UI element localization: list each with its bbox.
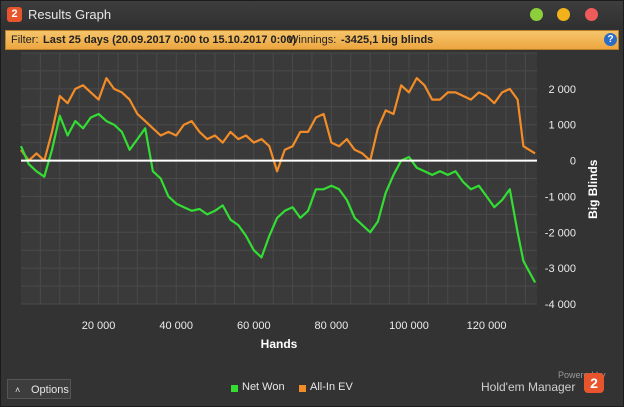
legend-label: All-In EV bbox=[310, 381, 353, 393]
app-logo-icon: 2 bbox=[7, 7, 22, 22]
results-chart: 20 000 40 000 60 000 80 000 100 000 120 000 2 … bbox=[19, 52, 600, 351]
y-axis-title: Big Blinds bbox=[586, 159, 600, 219]
brand-logo-icon: 2 bbox=[584, 373, 604, 393]
options-label: Options bbox=[31, 384, 69, 396]
x-tick-label: 40 000 bbox=[159, 320, 193, 332]
window-title: Results Graph bbox=[28, 7, 112, 22]
filter-label: Filter: bbox=[11, 34, 39, 46]
filter-range: Last 25 days (20.09.2017 0:00 to 15.10.2… bbox=[43, 34, 297, 46]
y-tick-label: -4 000 bbox=[545, 299, 576, 311]
legend-swatch bbox=[299, 385, 306, 392]
winnings-value: -3425,1 big blinds bbox=[341, 34, 434, 46]
legend-swatch bbox=[231, 385, 238, 392]
minimize-button[interactable] bbox=[557, 8, 570, 21]
x-tick-label: 100 000 bbox=[389, 320, 429, 332]
chevron-up-icon: ˄ bbox=[15, 385, 21, 395]
close-button[interactable] bbox=[585, 8, 598, 21]
brand-name: Hold'em Manager bbox=[481, 380, 576, 394]
x-tick-label: 60 000 bbox=[237, 320, 271, 332]
powered-by-text: Powered by bbox=[558, 370, 606, 380]
options-button[interactable]: ˄ Options bbox=[7, 379, 71, 399]
title-bar: 2 Results Graph bbox=[1, 1, 623, 29]
y-tick-label: 0 bbox=[570, 156, 576, 168]
help-icon[interactable]: ? bbox=[604, 33, 617, 46]
series-layer bbox=[19, 76, 537, 284]
y-tick-label: -3 000 bbox=[545, 263, 576, 275]
filter-bar: Filter: Last 25 days (20.09.2017 0:00 to… bbox=[5, 30, 619, 50]
x-tick-label: 80 000 bbox=[315, 320, 349, 332]
y-tick-label: 2 000 bbox=[548, 84, 576, 96]
x-axis-title: Hands bbox=[261, 337, 298, 351]
series-line-net-won bbox=[19, 112, 537, 284]
y-tick-label: 1 000 bbox=[548, 120, 576, 132]
y-tick-label: -2 000 bbox=[545, 227, 576, 239]
x-tick-label: 20 000 bbox=[82, 320, 116, 332]
y-tick-label: -1 000 bbox=[545, 191, 576, 203]
tick-labels: 20 000 40 000 60 000 80 000 100 000 120 000 2 … bbox=[82, 84, 576, 332]
maximize-button[interactable] bbox=[530, 8, 543, 21]
grid-lines bbox=[21, 52, 537, 305]
winnings-label: Winnings: bbox=[288, 34, 337, 46]
x-tick-label: 120 000 bbox=[467, 320, 507, 332]
legend-label: Net Won bbox=[242, 381, 285, 393]
